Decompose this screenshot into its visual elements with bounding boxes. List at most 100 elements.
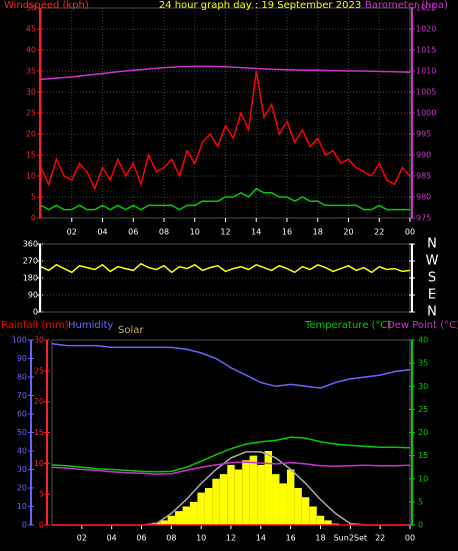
solar-bar <box>316 515 325 525</box>
series-line <box>40 65 411 81</box>
tick-label: 100 <box>12 336 27 345</box>
solar-bar <box>272 474 280 525</box>
solar-bar <box>160 520 168 525</box>
solar-bar <box>249 455 258 525</box>
tick-label: 10 <box>34 459 44 468</box>
solar-bar <box>204 488 213 525</box>
tick-label: S <box>428 271 436 286</box>
solar-bar <box>182 506 190 525</box>
tick-label: 5 <box>39 490 44 499</box>
x-tick-label: 18 <box>313 228 323 237</box>
tick-label: 60 <box>17 410 27 419</box>
tick-label: 40 <box>17 447 27 456</box>
tick-label: 20 <box>34 397 44 406</box>
tick-label: 35 <box>26 67 36 76</box>
x-tick-label: 22 <box>374 228 384 237</box>
series-line <box>51 342 411 389</box>
x-tick-label: 08 <box>166 534 176 543</box>
tick-label: 0 <box>33 308 38 317</box>
tick-label: 1025 <box>416 4 436 13</box>
series-line <box>51 436 411 473</box>
tick-label: 990 <box>416 151 431 160</box>
tick-label: 15 <box>34 428 44 437</box>
x-tick-label: 14 <box>256 534 266 543</box>
tick-label: 30 <box>17 465 27 474</box>
tick-label: 995 <box>416 130 431 139</box>
y2-axis-label: Barometer (hpa) <box>365 0 448 11</box>
tick-label: 10 <box>17 502 27 511</box>
x-tick-label: 06 <box>136 534 146 543</box>
legend-label: Solar <box>118 325 144 336</box>
tick-label: 40 <box>418 336 428 345</box>
tick-label: 10 <box>26 172 36 181</box>
solar-bar <box>175 511 183 525</box>
solar-bar <box>234 469 243 525</box>
tick-label: 5 <box>31 193 36 202</box>
tick-label: 25 <box>418 405 428 414</box>
x-tick-label: 08 <box>159 228 169 237</box>
tick-label: 45 <box>26 25 36 34</box>
tick-label: 20 <box>418 428 428 437</box>
tick-label: 30 <box>34 336 44 345</box>
solar-bar <box>212 478 220 525</box>
tick-label: 70 <box>17 391 27 400</box>
solar-bar <box>167 515 176 525</box>
tick-label: 50 <box>26 4 36 13</box>
tick-label: 25 <box>26 109 36 118</box>
solar-bar <box>286 469 295 525</box>
series-line <box>51 461 411 475</box>
tick-label: 10 <box>418 474 428 483</box>
tick-label: N <box>427 237 437 252</box>
solar-bar <box>197 492 205 525</box>
legend-label: Rainfall (mm) <box>1 320 69 331</box>
solar-bar <box>309 506 317 525</box>
tick-label: 0 <box>31 214 36 223</box>
series-line <box>40 70 411 191</box>
solar-bar <box>324 520 332 525</box>
tick-label: 975 <box>416 214 431 223</box>
tick-label: 90 <box>28 291 38 300</box>
plot-frame <box>40 243 411 313</box>
x-tick-label: 22 <box>375 534 385 543</box>
x-tick-label: 10 <box>196 534 206 543</box>
tick-label: 15 <box>26 151 36 160</box>
x-tick-label: 12 <box>220 228 230 237</box>
x-tick-label: 18 <box>315 534 325 543</box>
tick-label: 5 <box>418 497 423 506</box>
solar-bar <box>264 451 273 525</box>
x-tick-label: 12 <box>226 534 236 543</box>
tick-label: 30 <box>26 88 36 97</box>
tick-label: 980 <box>416 193 431 202</box>
x-tick-label: 04 <box>107 534 117 543</box>
tick-label: 80 <box>17 373 27 382</box>
tick-label: 1015 <box>416 46 436 55</box>
tick-label: 40 <box>26 46 36 55</box>
x-tick-label: 20 <box>343 228 353 237</box>
solar-bar <box>189 501 198 525</box>
tick-label: 25 <box>34 366 44 375</box>
x-tick-label: Sun2Set <box>334 534 367 543</box>
tick-label: 1020 <box>416 25 436 34</box>
tick-label: 1010 <box>416 67 436 76</box>
tick-label: 985 <box>416 172 431 181</box>
tick-label: W <box>426 254 439 269</box>
tick-label: 1000 <box>416 109 436 118</box>
tick-label: 90 <box>17 354 27 363</box>
solar-bar <box>227 464 235 525</box>
y-axis-label: Windspeed (kph) <box>4 0 89 11</box>
solar-bar <box>219 474 228 525</box>
solar-bar <box>294 488 302 525</box>
tick-label: 35 <box>418 359 428 368</box>
tick-label: 0 <box>418 521 423 530</box>
tick-label: 270 <box>23 257 38 266</box>
tick-label: 50 <box>17 428 27 437</box>
chart-title: 24 hour graph day : 19 September 2023 <box>159 0 361 11</box>
x-tick-label: 10 <box>190 228 200 237</box>
x-tick-label: 16 <box>286 534 296 543</box>
tick-label: N <box>427 305 437 320</box>
tick-label: 15 <box>418 451 428 460</box>
x-tick-label: 02 <box>77 534 87 543</box>
solar-bar <box>242 460 250 525</box>
series-line <box>40 187 410 211</box>
